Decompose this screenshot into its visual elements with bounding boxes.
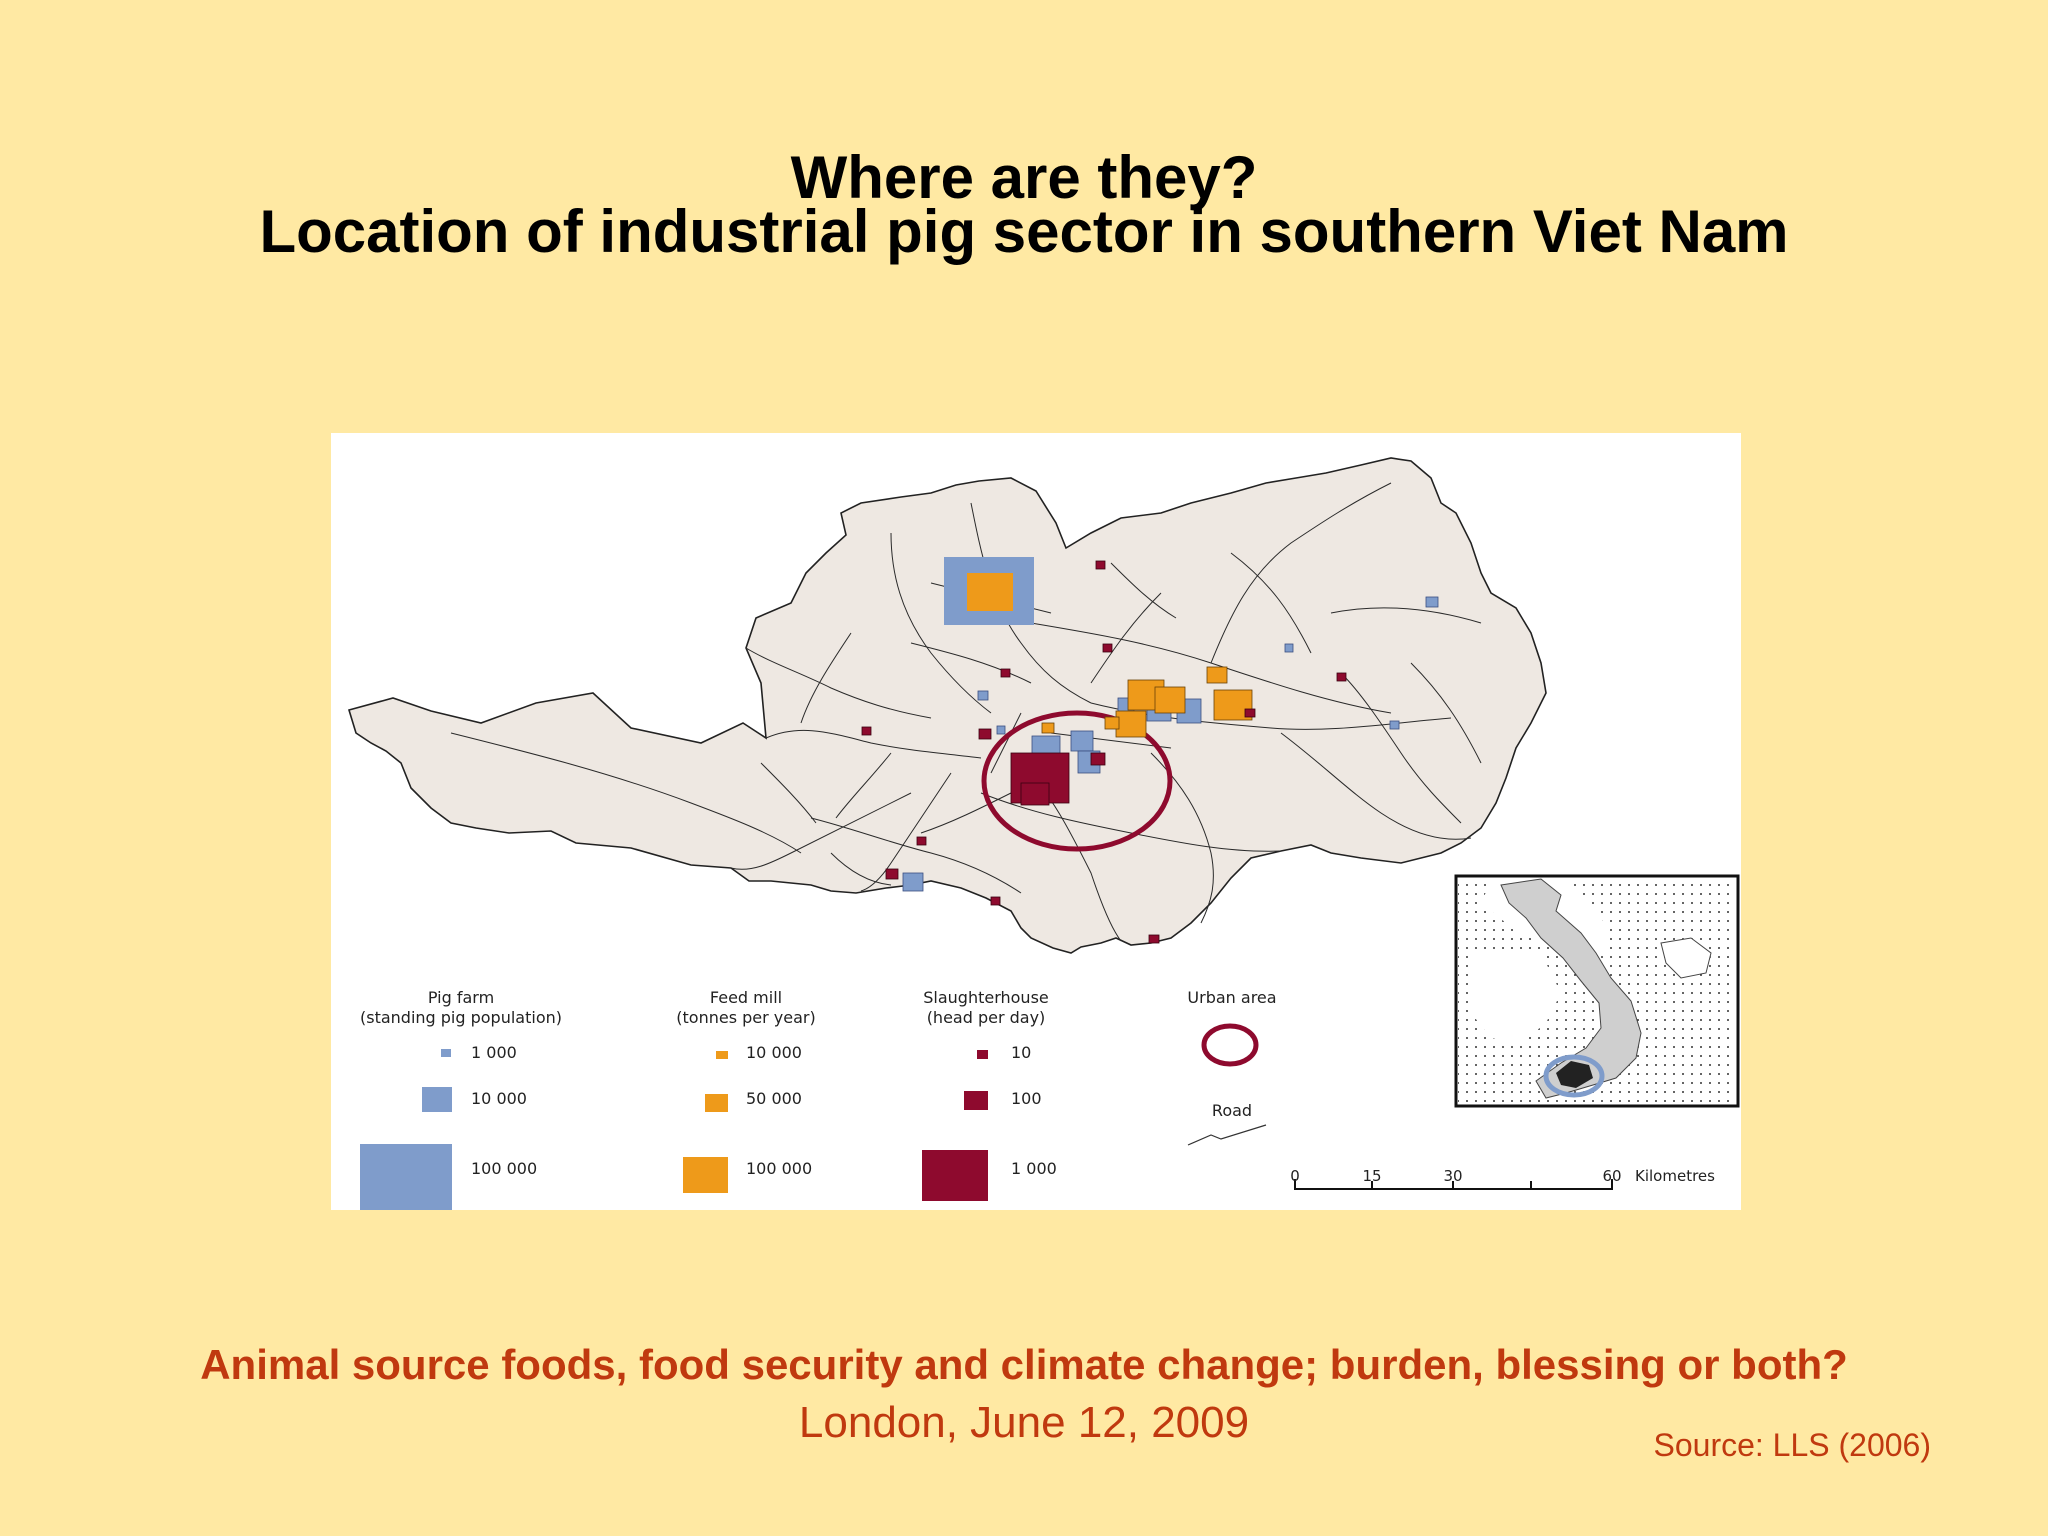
slaughterhouse-marker bbox=[1244, 708, 1256, 718]
slaughterhouse-marker bbox=[1090, 752, 1106, 766]
province-land bbox=[347, 457, 1547, 954]
legend-slaughterhouse-subtitle: (head per day) bbox=[927, 1008, 1046, 1027]
feed-mill-marker bbox=[1154, 686, 1186, 714]
road-network bbox=[450, 482, 1482, 942]
feed-mill-marker bbox=[1115, 710, 1147, 738]
legend-feed-mill-item-3: 100 000 bbox=[746, 1159, 812, 1178]
legend-pig-farm-item-2: 10 000 bbox=[471, 1089, 527, 1108]
slide-title-line1: Where are they? bbox=[790, 144, 1258, 211]
legend-urban-road: Urban area Road bbox=[1187, 988, 1277, 1146]
slaughterhouse-marker bbox=[990, 896, 1001, 906]
inset-location-circle bbox=[1543, 1054, 1605, 1098]
legend-slaughterhouse-item-1: 10 bbox=[1011, 1043, 1031, 1062]
legend-feed-mill: Feed mill (tonnes per year) 10 000 50 00… bbox=[676, 988, 816, 1193]
slide-title-line2: Location of industrial pig sector in sou… bbox=[259, 198, 1789, 265]
legend-slaughterhouse-swatch-small bbox=[977, 1050, 988, 1059]
legend-pig-farm-title: Pig farm bbox=[428, 988, 494, 1007]
legend-urban-area-title: Urban area bbox=[1187, 988, 1276, 1007]
legend-slaughterhouse: Slaughterhouse (head per day) 10 100 1 0… bbox=[922, 988, 1057, 1201]
pig-farm-marker bbox=[1425, 596, 1439, 608]
legend-pig-farm-swatch-small bbox=[441, 1049, 451, 1057]
feed-mill-marker bbox=[967, 573, 1013, 611]
scale-bar: 0 15 30 60 Kilometres bbox=[1290, 1167, 1715, 1190]
pig-farm-marker bbox=[977, 690, 989, 701]
slaughterhouse-marker bbox=[1000, 668, 1011, 678]
slaughterhouse-marker bbox=[978, 728, 992, 740]
pig-farm-marker bbox=[1284, 643, 1294, 653]
legend-road-title: Road bbox=[1212, 1101, 1252, 1120]
inset-map bbox=[1454, 874, 1740, 1108]
scale-tick-30: 30 bbox=[1443, 1167, 1462, 1185]
scale-tick-0: 0 bbox=[1290, 1167, 1300, 1185]
legend-feed-mill-swatch-large bbox=[683, 1157, 728, 1193]
legend-slaughterhouse-swatch-large bbox=[922, 1150, 988, 1201]
slaughterhouse-marker bbox=[1102, 643, 1113, 653]
map-figure: Pig farm (standing pig population) 1 000… bbox=[331, 433, 1741, 1210]
legend-urban-area-swatch bbox=[1201, 1023, 1259, 1067]
scale-tick-15: 15 bbox=[1362, 1167, 1381, 1185]
map-svg: Pig farm (standing pig population) 1 000… bbox=[347, 457, 1740, 1210]
legend-slaughterhouse-swatch-medium bbox=[964, 1091, 988, 1110]
legend-feed-mill-title: Feed mill bbox=[710, 988, 782, 1007]
legend-pig-farm: Pig farm (standing pig population) 1 000… bbox=[360, 988, 562, 1210]
feed-mill-marker bbox=[1041, 722, 1055, 734]
legend-slaughterhouse-item-2: 100 bbox=[1011, 1089, 1042, 1108]
slaughterhouse-marker bbox=[1095, 560, 1106, 570]
slaughterhouse-marker bbox=[861, 726, 872, 736]
slaughterhouse-marker bbox=[916, 836, 927, 846]
pig-farm-marker bbox=[1070, 730, 1094, 752]
feed-mill-marker bbox=[1206, 666, 1228, 684]
pig-farm-markers bbox=[902, 557, 1439, 892]
pig-farm-marker bbox=[902, 872, 924, 892]
legend-road-swatch bbox=[1187, 1124, 1267, 1146]
scale-tick-60: 60 bbox=[1602, 1167, 1621, 1185]
conference-title: Animal source foods, food security and c… bbox=[200, 1341, 1848, 1388]
conference-date-place: London, June 12, 2009 bbox=[798, 1398, 1250, 1447]
legend-pig-farm-item-1: 1 000 bbox=[471, 1043, 517, 1062]
legend-pig-farm-swatch-medium bbox=[422, 1087, 452, 1112]
legend-feed-mill-swatch-medium bbox=[705, 1094, 728, 1112]
feed-mill-markers bbox=[967, 573, 1253, 738]
slaughterhouse-marker bbox=[1336, 672, 1347, 682]
pig-farm-marker bbox=[1389, 720, 1400, 730]
legend-slaughterhouse-item-3: 1 000 bbox=[1011, 1159, 1057, 1178]
pig-farm-marker bbox=[996, 725, 1006, 735]
legend-pig-farm-item-3: 100 000 bbox=[471, 1159, 537, 1178]
slaughterhouse-markers bbox=[861, 560, 1347, 944]
legend-slaughterhouse-title: Slaughterhouse bbox=[923, 988, 1049, 1007]
legend-feed-mill-item-2: 50 000 bbox=[746, 1089, 802, 1108]
slaughterhouse-marker bbox=[1020, 782, 1050, 806]
legend-pig-farm-swatch-large bbox=[360, 1144, 452, 1210]
legend-feed-mill-item-1: 10 000 bbox=[746, 1043, 802, 1062]
feed-mill-marker bbox=[1104, 716, 1120, 730]
source-citation: Source: LLS (2006) bbox=[1653, 1427, 1932, 1463]
slaughterhouse-marker bbox=[1148, 934, 1160, 944]
scale-unit: Kilometres bbox=[1635, 1167, 1715, 1185]
slaughterhouse-marker bbox=[885, 868, 899, 880]
legend-feed-mill-swatch-small bbox=[716, 1051, 728, 1059]
legend-pig-farm-subtitle: (standing pig population) bbox=[360, 1008, 562, 1027]
urban-area-circle bbox=[981, 710, 1173, 852]
legend-feed-mill-subtitle: (tonnes per year) bbox=[676, 1008, 815, 1027]
